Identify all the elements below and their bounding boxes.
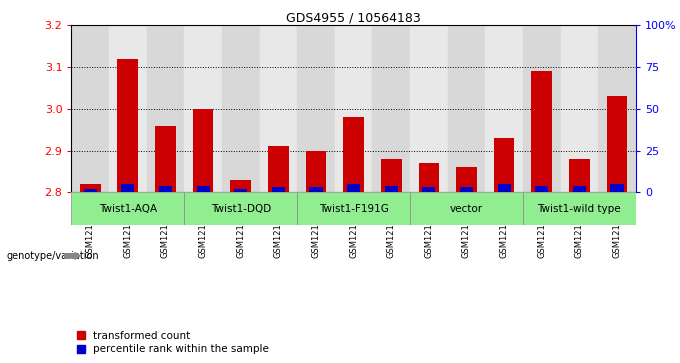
Bar — [260, 25, 297, 192]
Bar — [109, 25, 147, 192]
Text: genotype/variation: genotype/variation — [7, 251, 99, 261]
Bar — [80, 184, 101, 192]
Bar — [486, 25, 523, 192]
Bar — [422, 187, 435, 192]
Bar — [231, 180, 251, 192]
Text: Twist1-F191G: Twist1-F191G — [319, 204, 388, 214]
Text: Twist1-AQA: Twist1-AQA — [99, 204, 157, 214]
Bar — [184, 25, 222, 192]
Text: Twist1-wild type: Twist1-wild type — [538, 204, 621, 214]
Bar — [611, 184, 624, 192]
Bar — [418, 163, 439, 192]
Bar — [159, 185, 172, 192]
Bar — [456, 167, 477, 192]
Bar — [84, 189, 97, 192]
Bar — [381, 159, 402, 192]
Bar — [607, 96, 628, 192]
Bar — [343, 117, 364, 192]
Bar — [373, 25, 410, 192]
Bar — [118, 59, 138, 192]
Bar — [155, 126, 176, 192]
Bar — [184, 192, 297, 225]
Bar — [192, 109, 214, 192]
Bar — [335, 25, 373, 192]
Bar — [460, 187, 473, 192]
Text: Twist1-DQD: Twist1-DQD — [211, 204, 271, 214]
Text: vector: vector — [450, 204, 483, 214]
Bar — [598, 25, 636, 192]
Bar — [560, 25, 598, 192]
Bar — [297, 192, 410, 225]
Bar — [71, 25, 109, 192]
Bar — [121, 184, 135, 192]
Bar — [410, 25, 447, 192]
Bar — [305, 151, 326, 192]
Bar — [531, 71, 552, 192]
Bar — [535, 185, 548, 192]
Bar — [268, 146, 289, 192]
Title: GDS4955 / 10564183: GDS4955 / 10564183 — [286, 11, 421, 24]
Bar — [71, 192, 184, 225]
Bar — [309, 187, 322, 192]
Legend: transformed count, percentile rank within the sample: transformed count, percentile rank withi… — [77, 331, 269, 354]
Bar — [447, 25, 486, 192]
Bar — [197, 185, 209, 192]
Bar — [385, 185, 398, 192]
Bar — [297, 25, 335, 192]
Bar — [347, 184, 360, 192]
Bar — [569, 159, 590, 192]
Bar — [498, 184, 511, 192]
Bar — [272, 187, 285, 192]
Bar — [573, 185, 586, 192]
Bar — [494, 138, 515, 192]
Bar — [523, 25, 560, 192]
Bar — [523, 192, 636, 225]
Bar — [234, 189, 248, 192]
Bar — [410, 192, 523, 225]
Bar — [222, 25, 260, 192]
Bar — [147, 25, 184, 192]
